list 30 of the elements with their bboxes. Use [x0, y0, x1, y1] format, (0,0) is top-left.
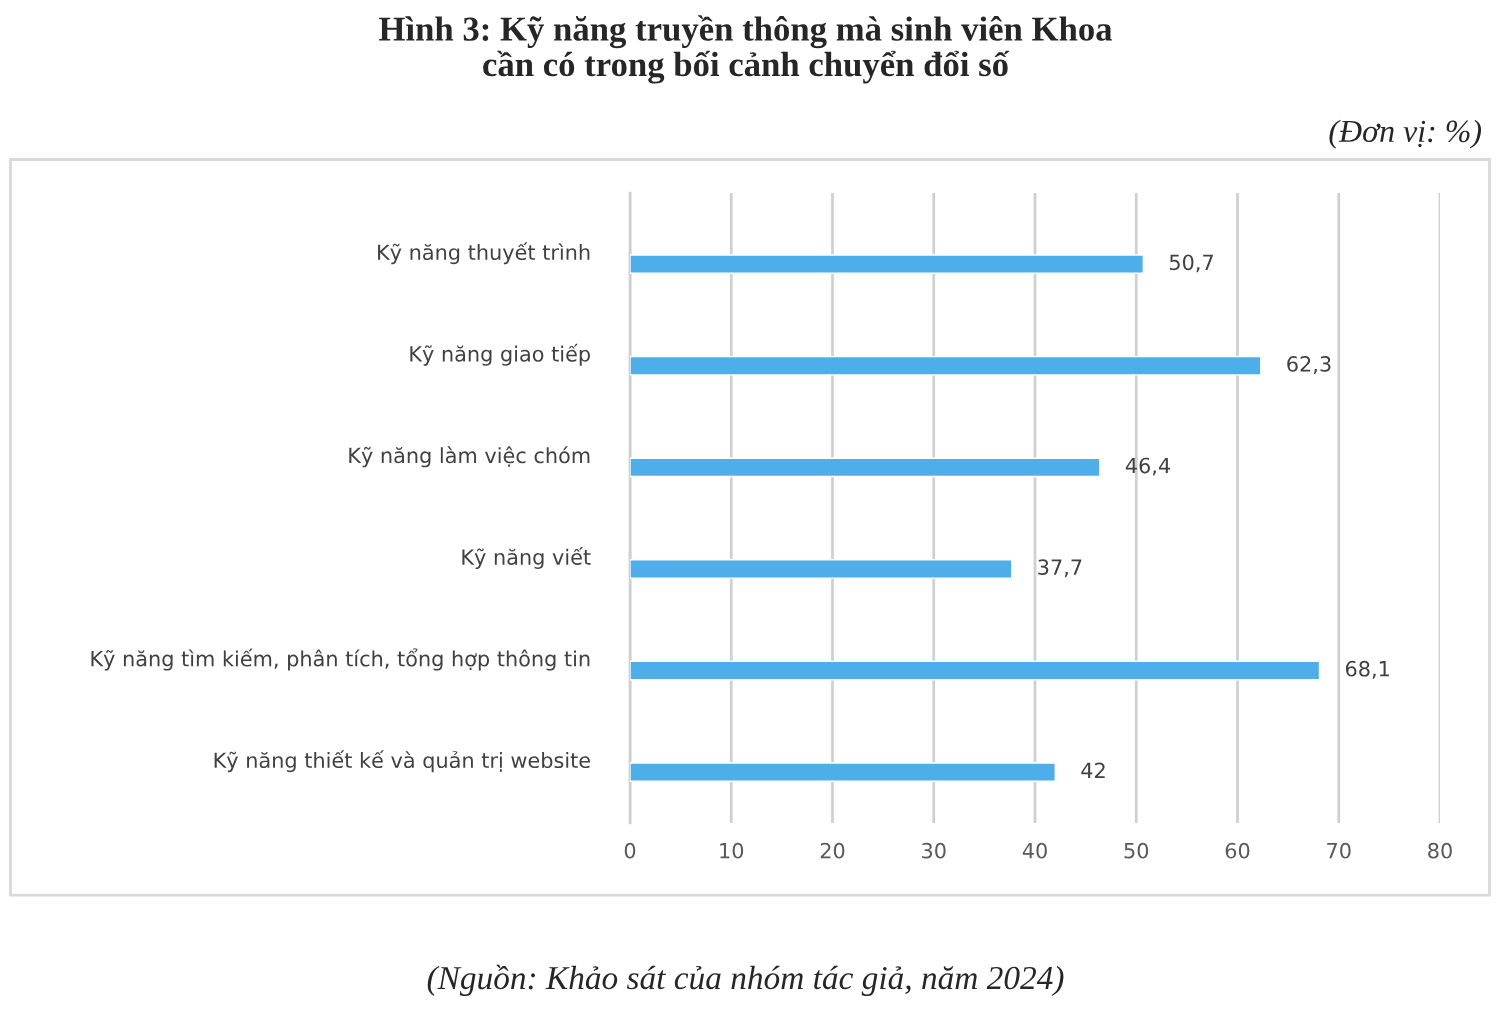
chart-title: Hình 3: Kỹ năng truyền thông mà sinh viên Khoa cần có trong bối cảnh chuyển đổi số [379, 15, 1113, 84]
bar [630, 254, 1145, 274]
data-label: 50,7 [1169, 254, 1213, 273]
data-label: 46,4 [1125, 457, 1171, 476]
bar [630, 660, 1321, 681]
data-label: 68,1 [1345, 660, 1389, 679]
x-tick-label: 40 [1022, 842, 1047, 859]
text: (Đơn vị: %) [1329, 119, 1482, 149]
y-tick-label: Kỹ năng thiết kế và quản trị website [214, 750, 591, 773]
bar [630, 762, 1056, 782]
x-tick-label: 30 [922, 842, 946, 859]
y-tick-label: Kỹ năng giao tiếp [410, 343, 590, 366]
y-tick-label: Kỹ năng tìm kiếm, phân tích, tổng hợp thông tin [91, 648, 590, 671]
x-tick-label: 80 [1428, 842, 1452, 859]
data-label: 62,3 [1287, 356, 1331, 374]
bar [630, 559, 1013, 579]
x-tick-label: 20 [820, 842, 845, 859]
data-label: 42 [1081, 762, 1105, 778]
x-tick-label: 10 [720, 842, 744, 859]
y-tick-label: Kỹ năng viết [462, 547, 591, 569]
x-tick-label: 70 [1327, 842, 1351, 859]
bar [630, 355, 1262, 376]
x-tick-label: 0 [624, 842, 636, 859]
x-tick-label: 60 [1225, 842, 1250, 859]
y-tick-label: Kỹ năng thuyết trình [378, 242, 590, 265]
data-label: 37,7 [1038, 559, 1082, 578]
x-tick-label: 50 [1124, 842, 1149, 859]
y-tick-label: Kỹ năng làm việc chóm [349, 446, 590, 468]
bar [630, 457, 1101, 478]
text: (Nguồn: Khảo sát của nhóm tác giả, năm 2024) [427, 964, 1064, 997]
